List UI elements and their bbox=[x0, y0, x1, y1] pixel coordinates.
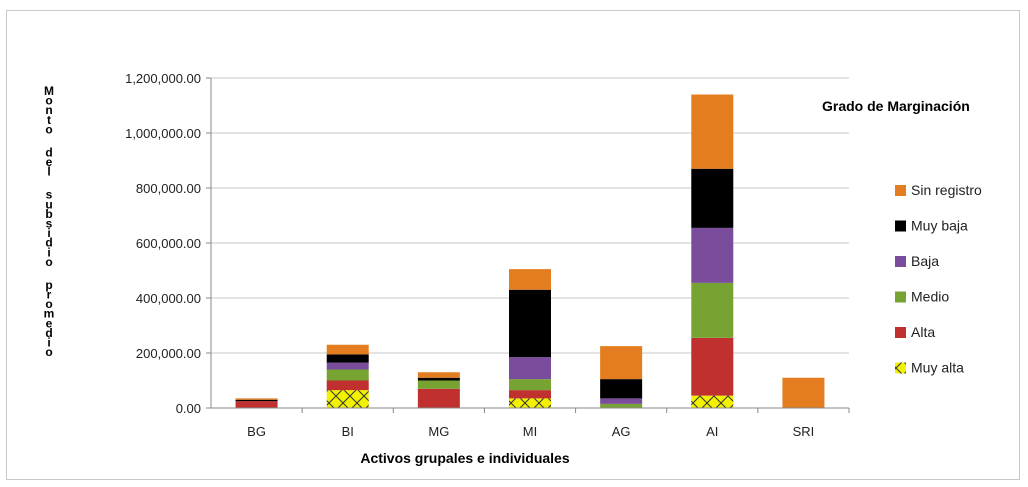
bar-ai-muy-baja bbox=[691, 168, 734, 228]
bar-bi-sin-registro bbox=[326, 344, 369, 355]
x-tick-labels: BG BI MG MI AG AI SRI bbox=[247, 408, 850, 439]
bar-mi-sin-registro bbox=[509, 269, 551, 290]
bar-mi-muy-alta bbox=[509, 398, 551, 408]
legend-label: Medio bbox=[911, 289, 949, 305]
bar-ai-medio bbox=[691, 282, 734, 338]
y-tick-label: 1,000,000.00 bbox=[125, 126, 201, 141]
y-tick-label: 400,000.00 bbox=[136, 291, 201, 306]
y-tick-label: 1,200,000.00 bbox=[125, 71, 201, 86]
legend-label: Sin registro bbox=[911, 182, 982, 198]
bar-bi-baja bbox=[326, 362, 369, 370]
bar-bi-muy-baja bbox=[326, 354, 369, 363]
legend-swatch bbox=[895, 362, 906, 374]
bar-bg-muy-baja bbox=[235, 399, 278, 402]
stacked-bar-chart: 0.00 200,000.00 400,000.00 600,000.00 800,00… bbox=[44, 71, 982, 466]
bar-bg-alta bbox=[235, 401, 278, 408]
bar-bi-alta bbox=[326, 380, 369, 391]
legend-swatch bbox=[895, 327, 906, 338]
y-tick-label: 0.00 bbox=[176, 401, 201, 416]
chart-frame: 0.00 200,000.00 400,000.00 600,000.00 800,00… bbox=[6, 10, 1020, 480]
bar-mg-alta bbox=[417, 388, 460, 408]
x-tick-label: SRI bbox=[793, 424, 815, 439]
y-tick-label: 600,000.00 bbox=[136, 236, 201, 251]
x-tick-label: MG bbox=[428, 424, 449, 439]
bar-mi-alta bbox=[509, 390, 551, 399]
y-tick-label: 200,000.00 bbox=[136, 346, 201, 361]
bar-mg-medio bbox=[417, 380, 460, 389]
legend: Sin registro Muy baja Baja Medio Alta Muy alt… bbox=[895, 182, 982, 376]
x-tick-label: BI bbox=[342, 424, 354, 439]
legend-swatch bbox=[895, 291, 906, 303]
x-tick-label: MI bbox=[523, 424, 537, 439]
bar-ag-sin-registro bbox=[600, 346, 643, 380]
legend-label: Alta bbox=[911, 324, 935, 340]
x-tick-label: BG bbox=[247, 424, 266, 439]
bar-mg-sin-registro bbox=[417, 372, 460, 378]
x-tick-label: AG bbox=[612, 424, 631, 439]
legend-label: Baja bbox=[911, 253, 939, 269]
bar-ag-muy-baja bbox=[600, 379, 643, 399]
bar-bg-sin-registro bbox=[235, 398, 278, 400]
legend-swatch bbox=[895, 220, 906, 232]
bar-ai-baja bbox=[691, 227, 734, 283]
y-tick-labels: 0.00 200,000.00 400,000.00 600,000.00 800,00… bbox=[125, 71, 201, 416]
legend-label: Muy baja bbox=[911, 218, 968, 234]
bar-ag-medio bbox=[600, 403, 643, 408]
bars bbox=[235, 94, 825, 408]
bar-mi-muy-baja bbox=[509, 289, 551, 358]
bar-mi-medio bbox=[509, 379, 551, 391]
bar-mi-baja bbox=[509, 357, 551, 380]
bar-mg-muy-baja bbox=[417, 377, 460, 381]
bar-ai-muy-alta bbox=[691, 395, 734, 408]
bar-bi-muy-alta bbox=[326, 390, 369, 408]
bar-bi-medio bbox=[326, 369, 369, 381]
bar-ai-alta bbox=[691, 337, 734, 396]
x-tick-label: AI bbox=[706, 424, 718, 439]
bar-ai-sin-registro bbox=[691, 94, 734, 169]
x-axis-label: Activos grupales e individuales bbox=[360, 450, 570, 466]
legend-label: Muy alta bbox=[911, 360, 964, 376]
y-tick-label: 800,000.00 bbox=[136, 181, 201, 196]
legend-title: Grado de Marginación bbox=[822, 98, 970, 114]
legend-swatch bbox=[895, 256, 906, 267]
legend-swatch bbox=[895, 185, 906, 196]
axes bbox=[210, 78, 849, 409]
bar-ag-baja bbox=[600, 398, 643, 404]
bar-sri-sin-registro bbox=[782, 377, 825, 408]
